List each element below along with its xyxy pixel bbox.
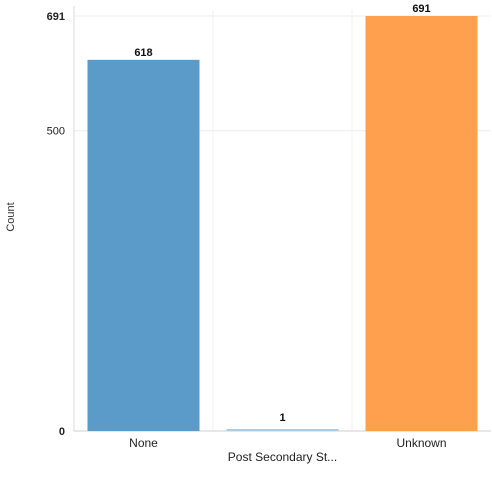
- bar-value-label: 691: [412, 3, 430, 15]
- axis-layer: 0 500 691 None Post Secondary St... Unknown: [47, 6, 491, 464]
- y-tick-label: 500: [47, 126, 65, 138]
- bar: [87, 59, 200, 432]
- x-tick-label: Post Secondary St...: [228, 450, 337, 464]
- y-axis-title: Count: [5, 202, 17, 231]
- label-layer: 618 1 691: [134, 3, 430, 424]
- bar-layer: [87, 16, 478, 432]
- bar-value-label: 618: [134, 47, 152, 59]
- x-tick-label: None: [129, 436, 158, 450]
- bar: [365, 16, 478, 431]
- y-tick-label: 691: [47, 11, 65, 23]
- bar-value-label: 1: [279, 412, 285, 424]
- x-tick-label: Unknown: [396, 436, 446, 450]
- bar: [226, 429, 339, 431]
- y-tick-label: 0: [59, 426, 65, 438]
